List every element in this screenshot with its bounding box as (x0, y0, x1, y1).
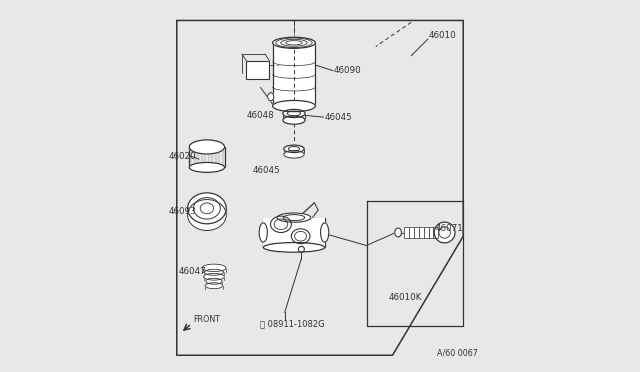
Ellipse shape (283, 116, 305, 124)
Ellipse shape (206, 278, 222, 284)
Text: 46020: 46020 (168, 152, 196, 161)
Ellipse shape (291, 229, 310, 244)
Ellipse shape (188, 193, 227, 224)
FancyBboxPatch shape (263, 218, 324, 247)
Text: 46010: 46010 (429, 31, 456, 40)
FancyBboxPatch shape (246, 61, 269, 79)
Ellipse shape (283, 109, 305, 118)
Text: A/60 0067: A/60 0067 (437, 349, 478, 358)
Ellipse shape (263, 243, 324, 252)
Ellipse shape (188, 199, 227, 231)
FancyBboxPatch shape (414, 227, 419, 238)
Ellipse shape (277, 213, 311, 222)
Circle shape (298, 246, 305, 252)
Text: 46045: 46045 (252, 166, 280, 175)
Text: 46048: 46048 (246, 111, 274, 120)
Ellipse shape (205, 283, 223, 289)
Ellipse shape (273, 100, 316, 112)
Text: 46010K: 46010K (389, 293, 422, 302)
Bar (273, 43, 316, 106)
Ellipse shape (273, 37, 316, 48)
Text: 46090: 46090 (334, 66, 362, 75)
Circle shape (434, 222, 455, 243)
Text: 46071: 46071 (435, 224, 463, 233)
Ellipse shape (271, 216, 291, 232)
Text: 46093: 46093 (168, 207, 196, 216)
Ellipse shape (202, 264, 226, 272)
Ellipse shape (204, 269, 223, 275)
Text: 46047: 46047 (179, 267, 206, 276)
Text: FRONT: FRONT (193, 315, 220, 324)
FancyBboxPatch shape (433, 227, 438, 238)
FancyBboxPatch shape (404, 227, 410, 238)
Ellipse shape (268, 93, 274, 101)
FancyBboxPatch shape (419, 227, 424, 238)
FancyBboxPatch shape (410, 227, 414, 238)
Ellipse shape (189, 163, 225, 172)
FancyBboxPatch shape (424, 227, 429, 238)
FancyBboxPatch shape (429, 227, 433, 238)
Ellipse shape (321, 223, 329, 242)
Text: 46045: 46045 (324, 113, 352, 122)
Ellipse shape (395, 228, 401, 237)
Ellipse shape (259, 223, 268, 242)
Ellipse shape (284, 145, 304, 153)
Text: Ⓝ 08911-1082G: Ⓝ 08911-1082G (260, 319, 325, 328)
Ellipse shape (204, 273, 225, 280)
Ellipse shape (284, 151, 304, 158)
Ellipse shape (189, 140, 225, 154)
